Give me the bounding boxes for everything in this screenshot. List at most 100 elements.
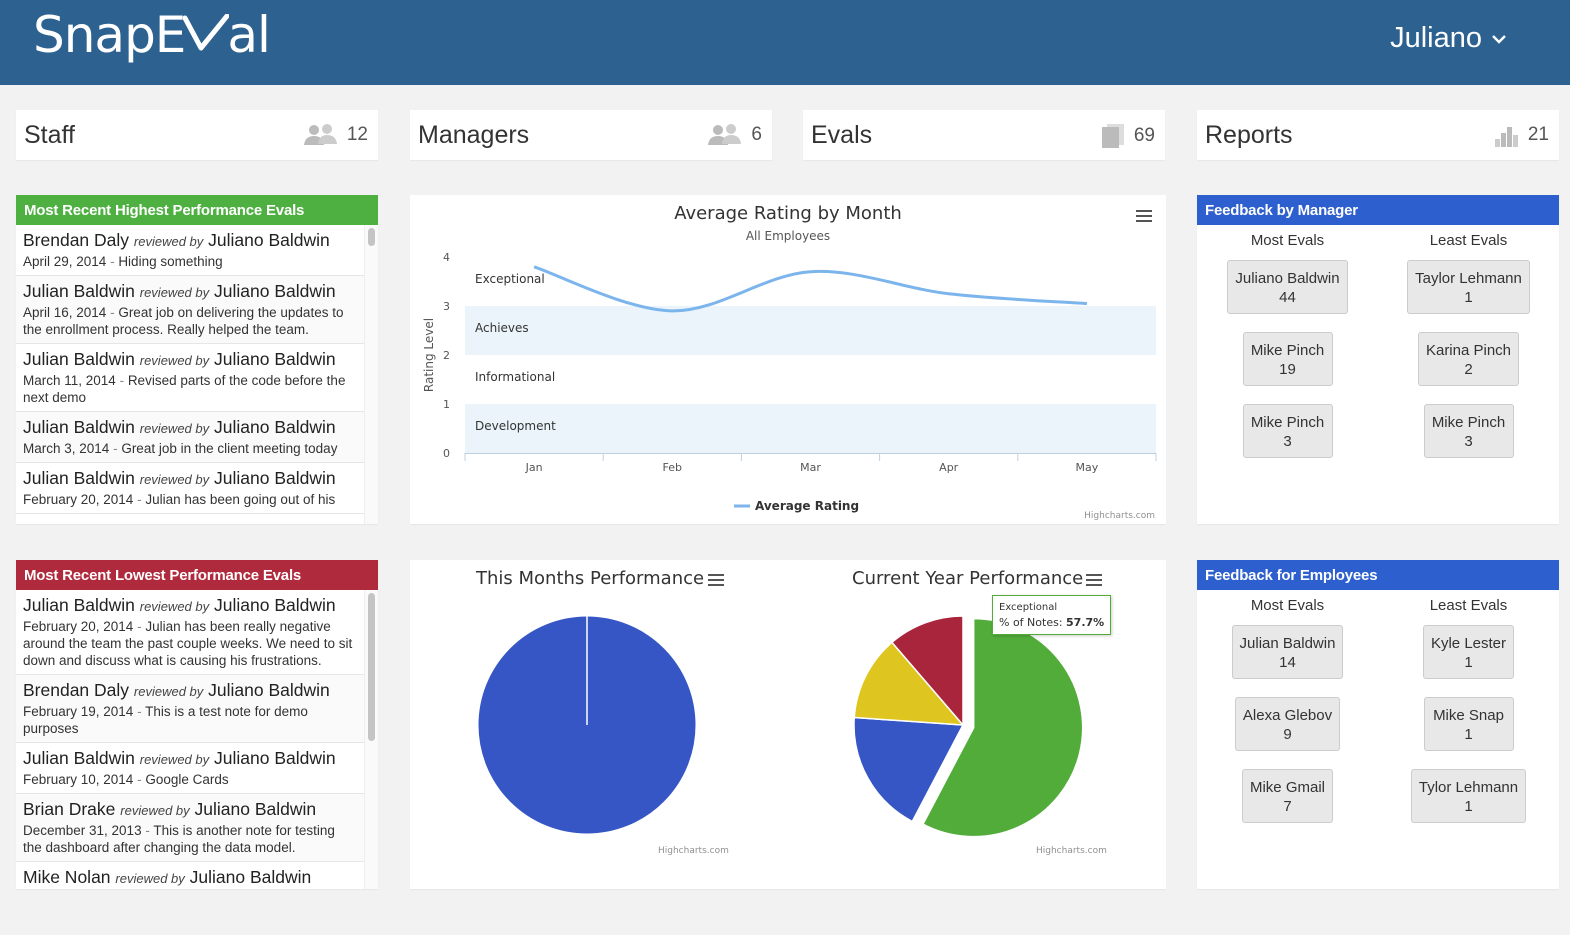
stat-label: Evals bbox=[811, 121, 873, 149]
eval-count: 1 bbox=[1464, 654, 1473, 671]
scrollbar[interactable] bbox=[364, 590, 378, 889]
lowest-evals-list[interactable]: Julian Baldwin reviewed by Juliano Baldw… bbox=[16, 590, 364, 889]
person-name: Alexa Glebov bbox=[1242, 707, 1333, 724]
eval-date: December 31, 2013 bbox=[23, 823, 142, 838]
eval-list-item[interactable]: Julian Baldwin reviewed by Juliano Baldw… bbox=[16, 412, 364, 463]
eval-list-item[interactable]: Brian Drake reviewed by Juliano Baldwin D… bbox=[16, 794, 364, 862]
employee-name: Julian Baldwin bbox=[23, 349, 135, 369]
feedback-person-button[interactable]: Mike Pinch 3 bbox=[1242, 404, 1333, 458]
chart-title: This Months Performance bbox=[476, 568, 705, 589]
average-rating-series-line[interactable] bbox=[533, 265, 1088, 313]
eval-list-item[interactable]: Brendan Daly reviewed by Juliano Baldwin… bbox=[16, 675, 364, 743]
chart-subtitle: All Employees bbox=[745, 229, 831, 243]
eval-date: February 10, 2014 bbox=[23, 772, 134, 787]
stat-label: Managers bbox=[418, 121, 530, 149]
reviewed-by-label: reviewed by bbox=[115, 871, 185, 886]
reviewed-by-label: reviewed by bbox=[133, 234, 204, 249]
pie-slice[interactable] bbox=[853, 641, 965, 726]
eval-count: 19 bbox=[1279, 361, 1296, 378]
feedback-person-button[interactable]: Mike Pinch 3 bbox=[1423, 404, 1514, 458]
scrollbar-thumb[interactable] bbox=[368, 593, 375, 741]
highcharts-credit[interactable]: Highcharts.com bbox=[1036, 846, 1107, 856]
feedback-person-button[interactable]: Juliano Baldwin 44 bbox=[1227, 260, 1348, 314]
feedback-person-button[interactable]: Mike Snap 1 bbox=[1423, 697, 1514, 751]
eval-list-item[interactable]: Brendan Daly reviewed by Juliano Baldwin… bbox=[16, 225, 364, 276]
highest-evals-list[interactable]: Brendan Daly reviewed by Juliano Baldwin… bbox=[16, 225, 364, 524]
most-evals-heading: Most Evals bbox=[1250, 597, 1325, 614]
scrollbar[interactable] bbox=[364, 225, 378, 524]
chart-menu-icon[interactable] bbox=[1086, 574, 1102, 588]
most-evals-heading: Most Evals bbox=[1250, 232, 1325, 249]
reviewed-by-label: reviewed by bbox=[120, 803, 190, 818]
pie-slice[interactable] bbox=[853, 716, 965, 823]
tooltip-value: 57.7% bbox=[1066, 616, 1105, 629]
eval-list-item[interactable]: Mike Nolan reviewed by Juliano Baldwin bbox=[16, 862, 364, 889]
highcharts-credit[interactable]: Highcharts.com bbox=[1084, 511, 1155, 521]
feedback-person-button[interactable]: Julian Baldwin 14 bbox=[1231, 625, 1344, 679]
x-tick-label: Jan bbox=[525, 461, 543, 474]
date-separator: - bbox=[109, 441, 122, 456]
feedback-person-button[interactable]: Tylor Lehmann 1 bbox=[1410, 769, 1527, 823]
person-name: Mike Pinch bbox=[1250, 414, 1325, 431]
x-tick-label: May bbox=[1076, 461, 1099, 474]
person-name: Julian Baldwin bbox=[1239, 635, 1336, 652]
feedback-person-button[interactable]: Taylor Lehmann 1 bbox=[1407, 260, 1530, 314]
feedback-person-button[interactable]: Mike Pinch 19 bbox=[1242, 332, 1333, 386]
staff-stat-card[interactable]: Staff 12 bbox=[16, 110, 378, 160]
employee-name: Brian Drake bbox=[23, 799, 116, 819]
y-tick-label: 4 bbox=[443, 251, 450, 264]
lowest-evals-panel: Most Recent Lowest Performance Evals Jul… bbox=[16, 560, 378, 889]
snapeval-logo[interactable]: SnapE al bbox=[33, 6, 271, 64]
least-evals-heading: Least Evals bbox=[1429, 597, 1508, 614]
managers-stat-card[interactable]: Managers 6 bbox=[410, 110, 772, 160]
eval-list-item[interactable]: Julian Baldwin reviewed by Juliano Baldw… bbox=[16, 590, 364, 675]
employee-name: Julian Baldwin bbox=[23, 281, 135, 301]
date-separator: - bbox=[133, 619, 146, 634]
chart-menu-icon[interactable] bbox=[1136, 210, 1152, 224]
reviewer-name: Juliano Baldwin bbox=[208, 680, 330, 700]
eval-date: February 20, 2014 bbox=[23, 492, 134, 507]
eval-list-item[interactable]: Julian Baldwin reviewed by Juliano Baldw… bbox=[16, 743, 364, 794]
reports-stat-card[interactable]: Reports 21 bbox=[1197, 110, 1559, 160]
chevron-down-icon bbox=[1492, 34, 1506, 44]
y-tick-label: 2 bbox=[443, 349, 450, 362]
eval-note: Julian has been really negative around t… bbox=[23, 619, 353, 668]
feedback-person-button[interactable]: Karina Pinch 2 bbox=[1417, 332, 1520, 386]
feedback-person-button[interactable]: Alexa Glebov 9 bbox=[1234, 697, 1341, 751]
person-name: Mike Gmail bbox=[1249, 779, 1325, 796]
date-separator: - bbox=[133, 704, 146, 719]
scrollbar-thumb[interactable] bbox=[368, 228, 375, 246]
users-icon bbox=[303, 124, 337, 145]
eval-list-item[interactable]: Julian Baldwin reviewed by Juliano Baldw… bbox=[16, 344, 364, 412]
reviewer-name: Juliano Baldwin bbox=[194, 799, 317, 819]
eval-list-item[interactable]: Julian Baldwin reviewed by Juliano Baldw… bbox=[16, 463, 364, 514]
user-menu[interactable]: Juliano bbox=[1390, 22, 1506, 55]
stat-count: 6 bbox=[751, 124, 762, 145]
reviewed-by-label: reviewed by bbox=[139, 752, 210, 767]
date-separator: - bbox=[106, 254, 119, 269]
eval-date: April 29, 2014 bbox=[23, 254, 107, 269]
feedback-by-manager-panel: Feedback by Manager Most Evals Juliano B… bbox=[1197, 195, 1559, 524]
feedback-person-button[interactable]: Mike Gmail 7 bbox=[1241, 769, 1333, 823]
eval-count: 1 bbox=[1464, 289, 1473, 306]
plot-band-label: Development bbox=[475, 419, 556, 433]
highcharts-credit[interactable]: Highcharts.com bbox=[658, 846, 729, 856]
feedback-person-button[interactable]: Kyle Lester 1 bbox=[1422, 625, 1515, 679]
legend-item[interactable]: Average Rating bbox=[755, 499, 859, 513]
y-tick-label: 1 bbox=[443, 398, 450, 411]
eval-note: Great job in the client meeting today bbox=[121, 441, 338, 456]
eval-count: 14 bbox=[1279, 654, 1296, 671]
eval-note: Great job on delivering the updates to t… bbox=[23, 305, 344, 337]
eval-count: 1 bbox=[1464, 726, 1473, 743]
evals-stat-card[interactable]: Evals 69 bbox=[803, 110, 1165, 160]
panel-title: Feedback for Employees bbox=[1197, 560, 1559, 590]
chart-menu-icon[interactable] bbox=[708, 574, 724, 588]
pie-slice[interactable] bbox=[890, 615, 964, 728]
least-evals-heading: Least Evals bbox=[1429, 232, 1508, 249]
eval-count: 1 bbox=[1464, 798, 1473, 815]
date-separator: - bbox=[133, 492, 146, 507]
employee-name: Julian Baldwin bbox=[23, 748, 135, 768]
date-separator: - bbox=[106, 305, 119, 320]
eval-count: 9 bbox=[1283, 726, 1292, 743]
eval-list-item[interactable]: Julian Baldwin reviewed by Juliano Baldw… bbox=[16, 276, 364, 344]
